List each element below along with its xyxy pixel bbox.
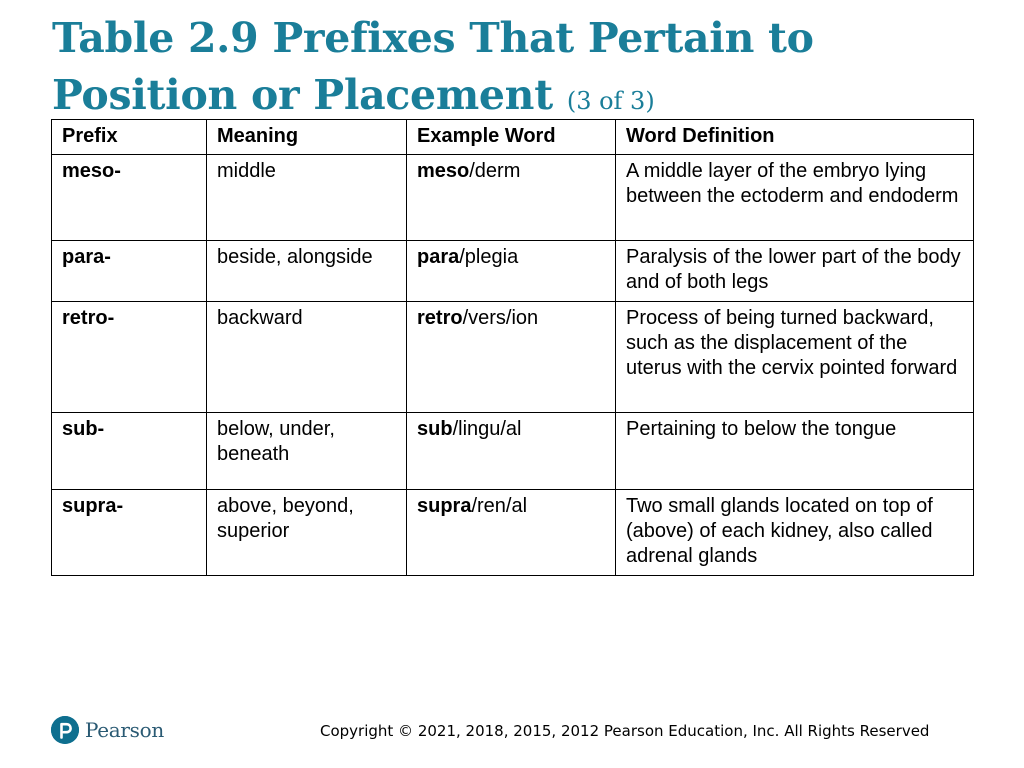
cell-meaning: above, beyond, superior: [206, 489, 407, 576]
table-row: retro- backward retro/vers/ion Process o…: [51, 301, 974, 413]
cell-definition: Two small glands located on top of (abov…: [615, 489, 974, 576]
cell-prefix: supra-: [51, 489, 207, 576]
example-suffix: /ren/al: [471, 495, 528, 517]
example-suffix: /derm: [469, 160, 521, 182]
example-root: supra: [417, 495, 472, 517]
cell-example-word: para/plegia: [406, 240, 616, 302]
cell-definition: Paralysis of the lower part of the body …: [615, 240, 974, 302]
table-row: para- beside, alongside para/plegia Para…: [51, 240, 974, 302]
example-root: retro: [417, 307, 463, 329]
cell-meaning: beside, alongside: [206, 240, 407, 302]
cell-prefix: retro-: [51, 301, 207, 413]
example-root: para: [417, 246, 460, 268]
cell-definition: Process of being turned backward, such a…: [615, 301, 974, 413]
table-row: sub- below, under, beneath sub/lingu/al …: [51, 412, 974, 490]
pearson-logo: Pearson: [51, 714, 164, 746]
cell-example-word: supra/ren/al: [406, 489, 616, 576]
header-word-definition: Word Definition: [615, 119, 974, 155]
cell-definition: Pertaining to below the tongue: [615, 412, 974, 490]
table-row: meso- middle meso/derm A middle layer of…: [51, 154, 974, 241]
cell-meaning: middle: [206, 154, 407, 241]
cell-example-word: sub/lingu/al: [406, 412, 616, 490]
pearson-logo-icon: [51, 716, 79, 744]
header-meaning: Meaning: [206, 119, 407, 155]
title-part: (3 of 3): [566, 87, 655, 115]
cell-example-word: retro/vers/ion: [406, 301, 616, 413]
copyright-notice: Copyright © 2021, 2018, 2015, 2012 Pears…: [320, 722, 930, 740]
example-root: meso: [417, 160, 470, 182]
cell-meaning: backward: [206, 301, 407, 413]
table-header-row: Prefix Meaning Example Word Word Definit…: [51, 119, 974, 155]
header-prefix: Prefix: [51, 119, 207, 155]
pearson-logo-text: Pearson: [85, 718, 164, 742]
cell-example-word: meso/derm: [406, 154, 616, 241]
example-root: sub: [417, 418, 453, 440]
title-main: Table 2.9 Prefixes That Pertain to Posit…: [52, 14, 814, 119]
cell-prefix: meso-: [51, 154, 207, 241]
cell-prefix: sub-: [51, 412, 207, 490]
example-suffix: /lingu/al: [452, 418, 522, 440]
prefix-table: Prefix Meaning Example Word Word Definit…: [51, 119, 974, 576]
cell-definition: A middle layer of the embryo lying betwe…: [615, 154, 974, 241]
table-row: supra- above, beyond, superior supra/ren…: [51, 489, 974, 576]
header-example-word: Example Word: [406, 119, 616, 155]
example-suffix: /plegia: [459, 246, 519, 268]
cell-prefix: para-: [51, 240, 207, 302]
page-title: Table 2.9 Prefixes That Pertain to Posit…: [52, 10, 1002, 130]
cell-meaning: below, under, beneath: [206, 412, 407, 490]
example-suffix: /vers/ion: [462, 307, 539, 329]
